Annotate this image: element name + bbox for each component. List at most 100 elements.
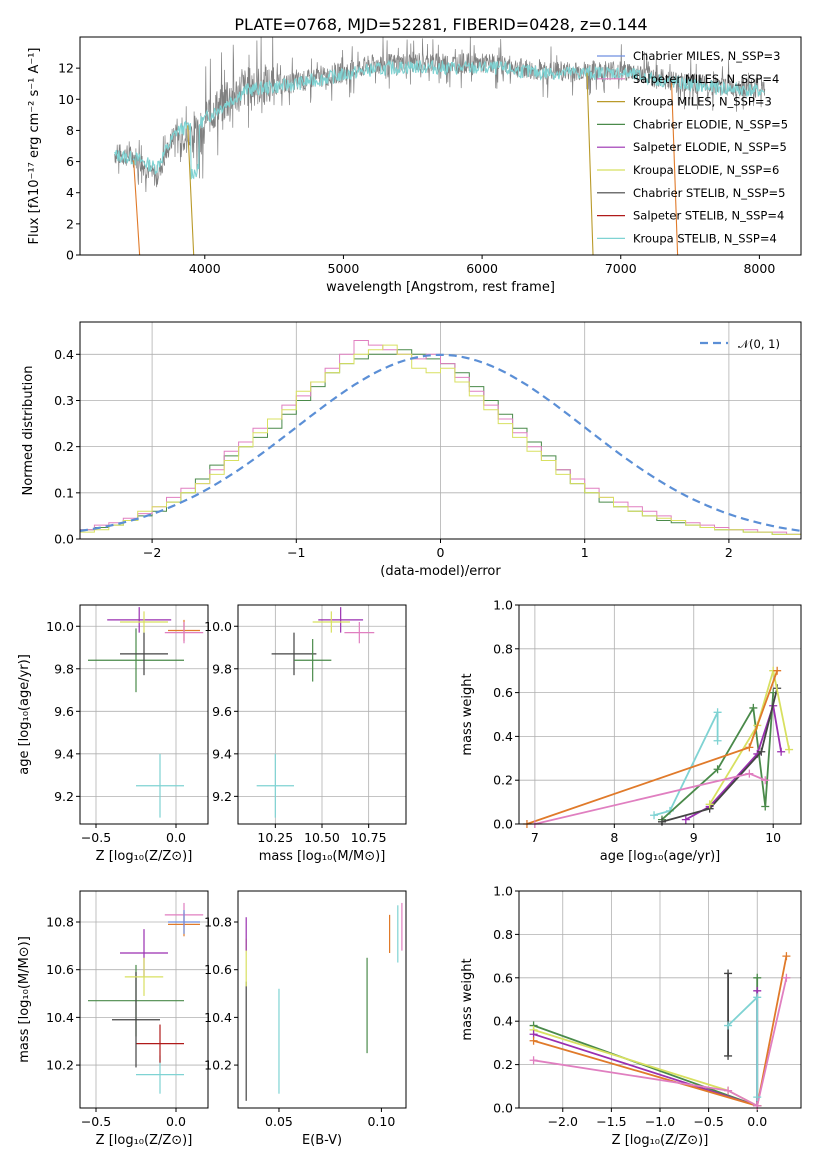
mass-vs-Z-frame [79, 890, 209, 1109]
legend-entry-label: Chabrier ELODIE, N_SSP=5 [633, 117, 788, 131]
spectrum-ytick-label: 6 [66, 154, 74, 169]
weight-vs-age-ylabel: mass weight [460, 673, 475, 755]
legend-entry-label: Chabrier MILES, N_SSP=3 [633, 49, 780, 63]
mass-vs-Z-ylabel: mass [log₁₀(M/M⊙)] [17, 936, 32, 1063]
weight-vs-age-point-marker [785, 745, 794, 754]
weight-vs-Z-point-marker [529, 1036, 538, 1045]
weight-vs-age-series-line [653, 711, 719, 817]
weight-vs-age-ytick-label: 0.8 [493, 641, 513, 656]
weight-vs-Z-xtick-label: −1.0 [645, 1114, 675, 1129]
residuals-xtick-label: 1 [581, 545, 589, 560]
spectrum-ytick-label: 8 [66, 123, 74, 138]
weight-vs-Z-xlabel: Z [log₁₀(Z/Z⊙)] [612, 1133, 709, 1148]
age-vs-Z-ytick-label: 9.6 [54, 704, 74, 719]
weight-vs-age-frame [518, 604, 802, 825]
spectrum-ytick-label: 12 [58, 61, 74, 76]
weight-vs-Z-ytick-label: 0.2 [493, 1057, 513, 1072]
weight-vs-age-ytick-label: 1.0 [493, 598, 513, 613]
age-vs-Z-ytick-label: 10.0 [46, 619, 74, 634]
mass-vs-EBV-xlabel: E(B-V) [302, 1133, 342, 1148]
age-vs-Z-ylabel: age [log₁₀(age/yr)] [17, 654, 32, 775]
legend-entry-label: Chabrier STELIB, N_SSP=5 [633, 186, 785, 200]
legend-entry-label: Kroupa STELIB, N_SSP=4 [633, 231, 777, 245]
mass-vs-Z-ytick-label: 10.6 [46, 962, 74, 977]
mass-vs-Z-xtick-label: −0.5 [81, 1114, 111, 1129]
weight-vs-age-series-line [708, 670, 790, 805]
mass-vs-Z-xlabel: Z [log₁₀(Z/Z⊙)] [96, 1133, 193, 1148]
weight-vs-Z-ytick-label: 0.8 [493, 927, 513, 942]
weight-vs-Z-point-marker [753, 973, 762, 982]
weight-vs-Z-point-marker [782, 952, 791, 961]
weight-vs-Z-series-line [533, 977, 759, 1108]
residuals-frame [79, 321, 802, 540]
age-vs-Z-ytick-label: 9.2 [54, 789, 74, 804]
weight-vs-age-point-marker [773, 666, 782, 675]
weight-vs-Z-point-marker [782, 973, 791, 982]
age-vs-mass-xtick-label: 10.50 [304, 830, 340, 845]
weight-vs-age-ytick-label: 0.0 [493, 817, 513, 832]
weight-vs-Z-point-marker [753, 993, 762, 1002]
mass-vs-EBV-xtick-label: 0.05 [265, 1114, 293, 1129]
spectrum-dropout-line [586, 72, 600, 255]
age-vs-mass-ytick-label: 9.6 [212, 704, 232, 719]
weight-vs-Z-ylabel: mass weight [460, 958, 475, 1040]
mass-vs-EBV-ytick-label: 10.6 [204, 962, 232, 977]
legend-entry-label: 𝒩(0, 1) [738, 337, 780, 351]
weight-vs-Z-series-line [727, 995, 759, 1098]
weight-vs-age-ytick-label: 0.2 [493, 773, 513, 788]
spectrum-dropout-line [671, 82, 684, 255]
residuals-ytick-label: 0.4 [54, 347, 74, 362]
age-vs-mass-xtick-label: 10.25 [257, 830, 293, 845]
residuals-ylabel: Normed distribution [21, 366, 36, 496]
residuals-xlabel: (data-model)/error [380, 564, 501, 579]
spectrum-xtick-label: 5000 [328, 261, 360, 276]
weight-vs-Z-point-marker [724, 1021, 733, 1030]
weight-vs-age-xtick-label: 8 [610, 830, 618, 845]
weight-vs-Z-xtick-label: 0.0 [747, 1114, 767, 1129]
weight-vs-Z-xtick-label: −1.5 [596, 1114, 626, 1129]
spectrum-ytick-label: 0 [66, 248, 74, 263]
spectrum-dropout-line [133, 160, 146, 255]
residuals-ytick-label: 0.1 [54, 485, 74, 500]
weight-vs-Z-ytick-label: 0.0 [493, 1101, 513, 1116]
weight-vs-Z-series-line [533, 977, 788, 1108]
weight-vs-age-point-marker [761, 776, 770, 785]
weight-vs-Z-xtick-label: −2.0 [548, 1114, 578, 1129]
weight-vs-Z-point-marker [529, 1056, 538, 1065]
legend-entry-label: Salpeter MILES, N_SSP=4 [633, 72, 779, 86]
residuals-ytick-label: 0.2 [54, 439, 74, 454]
age-vs-Z-xtick-label: 0.0 [166, 830, 186, 845]
mass-vs-EBV-ytick-label: 10.8 [204, 915, 232, 930]
residuals-xtick-label: −1 [287, 545, 305, 560]
age-vs-mass-ytick-label: 9.2 [212, 789, 232, 804]
residuals-xtick-label: 2 [725, 545, 733, 560]
mass-vs-Z-ytick-label: 10.4 [46, 1010, 74, 1025]
spectrum-ytick-label: 2 [66, 216, 74, 231]
age-vs-mass-xtick-label: 10.75 [351, 830, 387, 845]
residuals-ytick-label: 0.3 [54, 393, 74, 408]
spectrum-ylabel: Flux [fλ10⁻¹⁷ erg cm⁻² s⁻¹ A⁻¹] [27, 48, 42, 245]
weight-vs-age-xlabel: age [log₁₀(age/yr)] [600, 849, 721, 864]
legend-entry-label: Kroupa ELODIE, N_SSP=6 [633, 163, 779, 177]
weight-vs-Z-point-marker [753, 1093, 762, 1102]
legend-entry-label: Salpeter ELODIE, N_SSP=5 [633, 140, 787, 154]
age-vs-mass-xlabel: mass [log₁₀(M/M⊙)] [259, 849, 386, 864]
model-spectrum-line [114, 59, 765, 180]
legend-entry-label: Salpeter STELIB, N_SSP=4 [633, 209, 784, 223]
weight-vs-age-point-marker [749, 703, 758, 712]
weight-vs-age-point-marker [745, 769, 754, 778]
residual-histogram [79, 344, 801, 539]
weight-vs-Z-point-marker [724, 969, 733, 978]
age-vs-Z-frame [79, 604, 209, 825]
weight-vs-Z-xtick-label: −0.5 [693, 1114, 723, 1129]
weight-vs-age-xtick-label: 10 [765, 830, 781, 845]
age-vs-mass-ytick-label: 9.8 [212, 661, 232, 676]
weight-vs-age-point-marker [681, 815, 690, 824]
weight-vs-age-series-line [526, 670, 779, 825]
weight-vs-age-ytick-label: 0.4 [493, 729, 513, 744]
weight-vs-Z-ytick-label: 0.6 [493, 970, 513, 985]
age-vs-mass-ytick-label: 9.4 [212, 746, 232, 761]
mass-vs-Z-ytick-label: 10.2 [46, 1058, 74, 1073]
weight-vs-age-point-marker [757, 747, 766, 756]
residuals-xtick-label: 0 [437, 545, 445, 560]
